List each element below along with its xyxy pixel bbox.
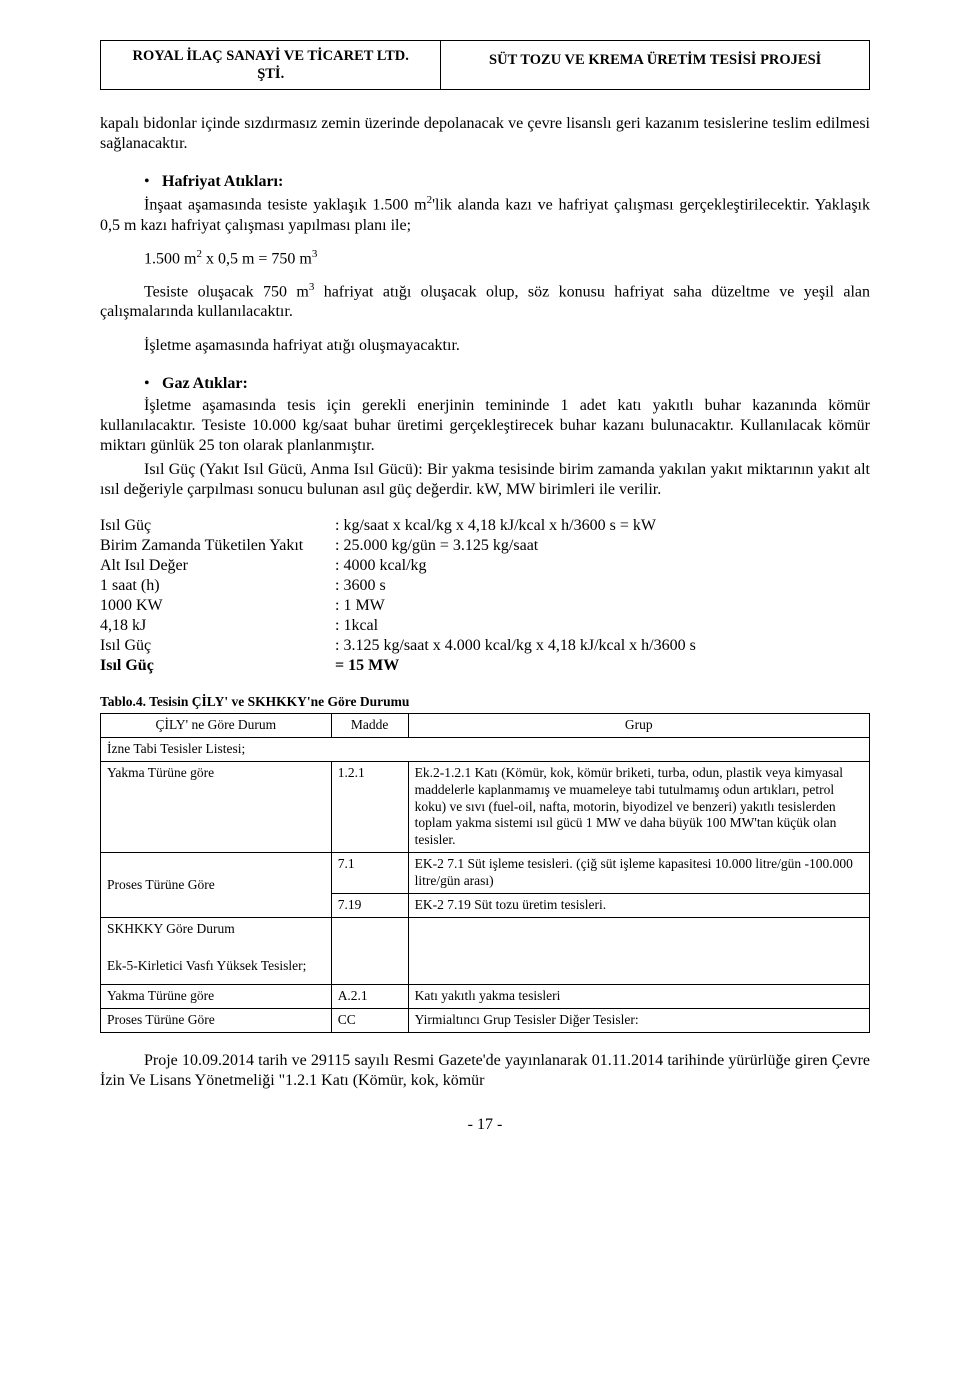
header-right: SÜT TOZU VE KREMA ÜRETİM TESİSİ PROJESİ bbox=[441, 41, 869, 89]
paragraph-6: Isıl Güç (Yakıt Isıl Gücü, Anma Isıl Güc… bbox=[100, 460, 870, 500]
calc-row: Isıl Güç: 3.125 kg/saat x 4.000 kcal/kg … bbox=[100, 636, 870, 656]
th-c3: Grup bbox=[408, 714, 869, 738]
cell: 7.19 bbox=[331, 893, 408, 917]
calc-list: Isıl Güç: kg/saat x kcal/kg x 4,18 kJ/kc… bbox=[100, 516, 870, 676]
bullet-icon: • bbox=[144, 172, 162, 191]
bullet-icon: • bbox=[144, 374, 162, 393]
calc-row: 1000 KW: 1 MW bbox=[100, 596, 870, 616]
table-header-row: ÇİLY' ne Göre Durum Madde Grup bbox=[101, 714, 870, 738]
cell: EK-2 7.1 Süt işleme tesisleri. (çiğ süt … bbox=[408, 853, 869, 894]
page-header: ROYAL İLAÇ SANAYİ VE TİCARET LTD. ŞTİ. S… bbox=[100, 40, 870, 90]
table-row: İzne Tabi Tesisler Listesi; bbox=[101, 737, 870, 761]
table-row: Proses Türüne Göre CC Yirmialtıncı Grup … bbox=[101, 1008, 870, 1032]
cell-empty bbox=[408, 917, 869, 984]
cell: EK-2 7.19 Süt tozu üretim tesisleri. bbox=[408, 893, 869, 917]
table-row: Yakma Türüne göre 1.2.1 Ek.2-1.2.1 Katı … bbox=[101, 761, 870, 852]
cell-izne: İzne Tabi Tesisler Listesi; bbox=[101, 737, 870, 761]
bullet-gaz: • Gaz Atıklar: bbox=[144, 374, 870, 394]
header-company-line1: ROYAL İLAÇ SANAYİ VE TİCARET LTD. bbox=[109, 47, 432, 65]
paragraph-4: İşletme aşamasında hafriyat atığı oluşma… bbox=[100, 336, 870, 356]
th-c1: ÇİLY' ne Göre Durum bbox=[101, 714, 332, 738]
cell: Yakma Türüne göre bbox=[101, 984, 332, 1008]
calc-row: Alt Isıl Değer: 4000 kcal/kg bbox=[100, 556, 870, 576]
header-left: ROYAL İLAÇ SANAYİ VE TİCARET LTD. ŞTİ. bbox=[101, 41, 441, 89]
cell: Katı yakıtlı yakma tesisleri bbox=[408, 984, 869, 1008]
page-footer: - 17 - bbox=[100, 1115, 870, 1135]
table-row: Yakma Türüne göre A.2.1 Katı yakıtlı yak… bbox=[101, 984, 870, 1008]
cell: 7.1 bbox=[331, 853, 408, 894]
cell: CC bbox=[331, 1008, 408, 1032]
calc-row: Isıl Güç: kg/saat x kcal/kg x 4,18 kJ/kc… bbox=[100, 516, 870, 536]
cell: Yirmialtıncı Grup Tesisler Diğer Tesisle… bbox=[408, 1008, 869, 1032]
paragraph-last: Proje 10.09.2014 tarih ve 29115 sayılı R… bbox=[100, 1051, 870, 1091]
table-4: ÇİLY' ne Göre Durum Madde Grup İzne Tabi… bbox=[100, 713, 870, 1033]
paragraph-2: İnşaat aşamasında tesiste yaklaşık 1.500… bbox=[100, 194, 870, 235]
equation-line: 1.500 m2 x 0,5 m = 750 m3 bbox=[144, 248, 870, 269]
cell-empty bbox=[331, 917, 408, 984]
calc-row: 1 saat (h): 3600 s bbox=[100, 576, 870, 596]
calc-row-bold: Isıl Güç= 15 MW bbox=[100, 656, 870, 676]
bullet-gaz-label: Gaz Atıklar: bbox=[162, 374, 248, 394]
cell: Proses Türüne Göre bbox=[101, 1008, 332, 1032]
table-row: Proses Türüne Göre 7.1 EK-2 7.1 Süt işle… bbox=[101, 853, 870, 894]
cell: Ek.2-1.2.1 Katı (Kömür, kok, kömür brike… bbox=[408, 761, 869, 852]
table-row: SKHKKY Göre Durum Ek-5-Kirletici Vasfı Y… bbox=[101, 917, 870, 984]
bullet-hafriyat: • Hafriyat Atıkları: bbox=[144, 172, 870, 192]
paragraph-3: Tesiste oluşacak 750 m3 hafriyat atığı o… bbox=[100, 281, 870, 322]
cell: Yakma Türüne göre bbox=[101, 761, 332, 852]
cell: A.2.1 bbox=[331, 984, 408, 1008]
paragraph-5: İşletme aşamasında tesis için gerekli en… bbox=[100, 396, 870, 456]
table-title: Tablo.4. Tesisin ÇİLY' ve SKHKKY'ne Göre… bbox=[100, 694, 870, 711]
calc-row: 4,18 kJ: 1kcal bbox=[100, 616, 870, 636]
calc-row: Birim Zamanda Tüketilen Yakıt: 25.000 kg… bbox=[100, 536, 870, 556]
bullet-hafriyat-label: Hafriyat Atıkları: bbox=[162, 172, 283, 192]
th-c2: Madde bbox=[331, 714, 408, 738]
header-company-line2: ŞTİ. bbox=[109, 65, 432, 83]
cell: 1.2.1 bbox=[331, 761, 408, 852]
cell: SKHKKY Göre Durum Ek-5-Kirletici Vasfı Y… bbox=[101, 917, 332, 984]
paragraph-1: kapalı bidonlar içinde sızdırmasız zemin… bbox=[100, 114, 870, 154]
cell: Proses Türüne Göre bbox=[101, 853, 332, 918]
header-project: SÜT TOZU VE KREMA ÜRETİM TESİSİ PROJESİ bbox=[489, 52, 821, 68]
